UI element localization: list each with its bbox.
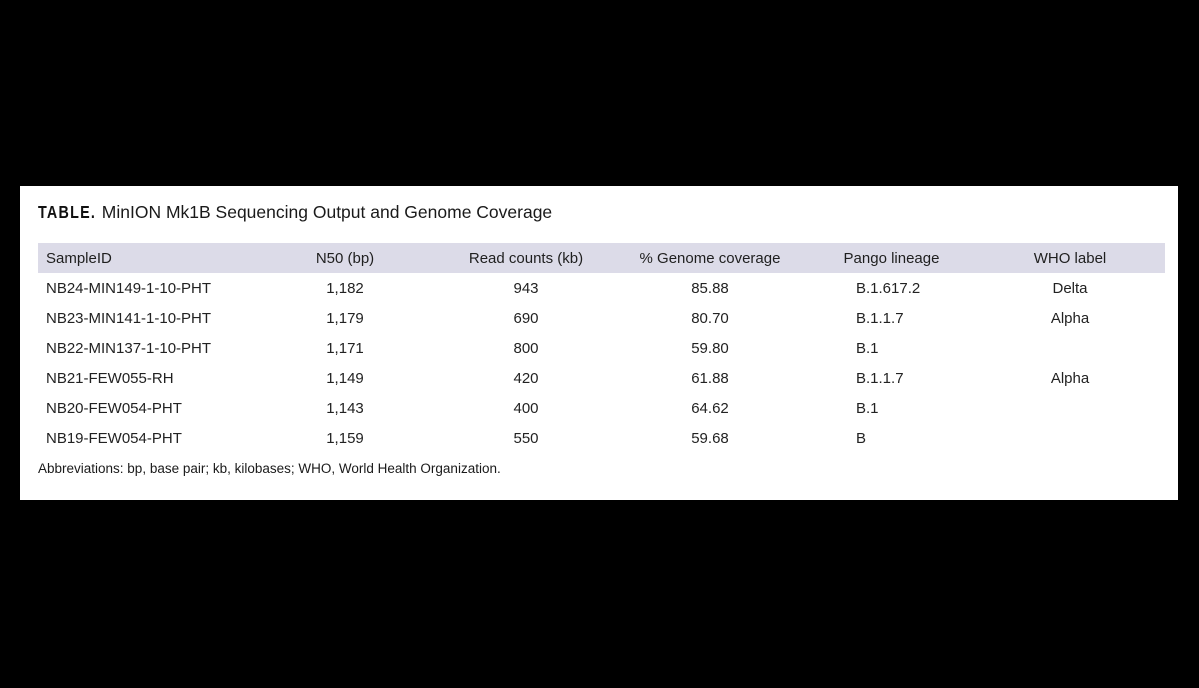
table-body: NB24-MIN149-1-10-PHT 1,182 943 85.88 B.1.617… [38, 273, 1165, 453]
table-cell-who-label: Alpha [1050, 309, 1090, 327]
column-header-who-label: WHO label [975, 243, 1165, 273]
table-cell-pango-lineage: B [856, 429, 867, 447]
table-cell-n50-bp: 1,182 [326, 279, 364, 297]
table-cell-n50-bp: 1,143 [326, 399, 364, 417]
table-cell-sampleid: NB19-FEW054-PHT [46, 429, 182, 447]
column-header-read-counts-kb: Read counts (kb) [440, 243, 612, 273]
column-header-pango-lineage: Pango lineage [808, 243, 975, 273]
table-cell-pango-lineage: B.1.617.2 [856, 279, 921, 297]
table-row: NB23-MIN141-1-10-PHT 1,179 690 80.70 B.1.1.7… [38, 303, 1165, 333]
table-caption-title: MinION Mk1B Sequencing Output and Genome… [101, 202, 553, 222]
table-cell-genome-coverage: 64.62 [691, 399, 729, 417]
table-cell-genome-coverage: 59.68 [691, 429, 729, 447]
table-cell-genome-coverage: 61.88 [691, 369, 729, 387]
table-cell-n50-bp: 1,149 [326, 369, 364, 387]
table-cell-sampleid: NB24-MIN149-1-10-PHT [46, 279, 212, 297]
table-cell-pango-lineage: B.1.1.7 [856, 369, 904, 387]
table-cell-read-counts-kb: 550 [513, 429, 539, 447]
table-cell-who-label [975, 333, 1165, 363]
table-cell-n50-bp: 1,171 [326, 339, 364, 357]
column-header-genome-coverage: % Genome coverage [612, 243, 808, 273]
table-header-row: SampleID N50 (bp) Read counts (kb)% Genome… [38, 243, 1165, 273]
table-cell-pango-lineage: B.1 [856, 399, 879, 417]
table-caption: TABLE. MinION Mk1B Sequencing Output and… [38, 202, 1164, 223]
table-cell-sampleid: NB21-FEW055-RH [46, 369, 174, 387]
table-cell-sampleid: NB20-FEW054-PHT [46, 399, 182, 417]
table-caption-label: TABLE. [38, 202, 97, 222]
table-cell-who-label [975, 393, 1165, 423]
table-row: NB24-MIN149-1-10-PHT 1,182 943 85.88 B.1.617… [38, 273, 1165, 303]
table-cell-read-counts-kb: 800 [513, 339, 539, 357]
table-row: NB19-FEW054-PHT 1,159 550 59.68 B [38, 423, 1165, 453]
table-cell-genome-coverage: 59.80 [691, 339, 729, 357]
table-cell-read-counts-kb: 420 [513, 369, 539, 387]
table-cell-read-counts-kb: 400 [513, 399, 539, 417]
table-cell-read-counts-kb: 690 [513, 309, 539, 327]
table-cell-n50-bp: 1,179 [326, 309, 364, 327]
table-row: NB22-MIN137-1-10-PHT 1,171 800 59.80 B.1 [38, 333, 1165, 363]
table-cell-read-counts-kb: 943 [513, 279, 539, 297]
table-cell-who-label [975, 423, 1165, 453]
column-header-sampleid: SampleID [38, 243, 250, 273]
table-cell-who-label: Alpha [1050, 369, 1090, 387]
table-cell-pango-lineage: B.1 [856, 339, 879, 357]
table-footnote: Abbreviations: bp, base pair; kb, kiloba… [38, 461, 501, 476]
column-header-n50-bp: N50 (bp) [250, 243, 440, 273]
table-cell-n50-bp: 1,159 [326, 429, 364, 447]
sequencing-output-table: SampleID N50 (bp) Read counts (kb)% Genome… [38, 243, 1165, 453]
table-cell-sampleid: NB22-MIN137-1-10-PHT [46, 339, 212, 357]
table-panel: TABLE. MinION Mk1B Sequencing Output and… [20, 186, 1178, 500]
table-cell-pango-lineage: B.1.1.7 [856, 309, 904, 327]
table-cell-genome-coverage: 80.70 [691, 309, 729, 327]
table-cell-sampleid: NB23-MIN141-1-10-PHT [46, 309, 212, 327]
table-cell-who-label: Delta [1052, 279, 1088, 297]
table-row: NB20-FEW054-PHT 1,143 400 64.62 B.1 [38, 393, 1165, 423]
table-cell-genome-coverage: 85.88 [691, 279, 729, 297]
table-row: NB21-FEW055-RH 1,149 420 61.88 B.1.1.7 Alpha [38, 363, 1165, 393]
